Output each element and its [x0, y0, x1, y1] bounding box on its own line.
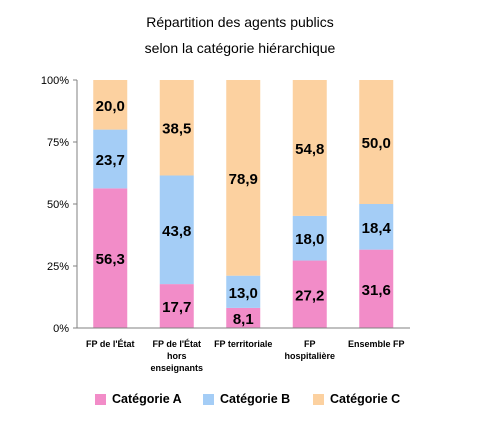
legend-label-c: Catégorie C	[330, 392, 401, 406]
data-label-3-2: 54,8	[295, 141, 324, 158]
legend-swatch-c	[313, 393, 324, 405]
bar-segment-4-0	[359, 249, 394, 328]
x-tick-label-1-1: hors	[167, 351, 187, 361]
data-label-1-2: 38,5	[162, 121, 191, 138]
y-tick-label-2: 50%	[47, 199, 69, 211]
bar-segment-4-1	[359, 204, 394, 250]
data-label-2-0: 8,1	[233, 311, 254, 328]
chart-legend: Catégorie A Catégorie B Catégorie C	[0, 392, 480, 412]
bar-segment-3-2	[292, 80, 327, 216]
bar-segment-4-2	[359, 80, 394, 204]
data-label-4-0: 31,6	[362, 282, 391, 299]
legend-label-a: Catégorie A	[112, 392, 182, 406]
data-label-4-2: 50,0	[362, 135, 391, 152]
bar-segment-0-0	[93, 188, 128, 328]
data-label-1-0: 17,7	[162, 299, 191, 316]
y-tick-label-0: 0%	[53, 323, 69, 335]
bar-segment-1-2	[159, 80, 194, 176]
bar-segment-1-0	[159, 284, 194, 328]
bar-segment-2-0	[226, 307, 261, 328]
bar-segment-3-1	[292, 215, 327, 261]
data-label-0-2: 20,0	[96, 98, 125, 115]
x-tick-label-2-0: FP territoriale	[214, 339, 272, 349]
bar-segment-2-1	[226, 275, 261, 308]
legend-label-b: Catégorie B	[220, 392, 291, 406]
x-tick-label-4-0: Ensemble FP	[348, 339, 405, 349]
y-tick-label-3: 75%	[47, 137, 69, 149]
bar-segment-1-1	[159, 175, 194, 285]
data-label-0-1: 23,7	[96, 152, 125, 169]
data-label-2-1: 13,0	[229, 285, 258, 302]
data-label-4-1: 18,4	[362, 220, 392, 237]
bar-segment-3-0	[292, 260, 327, 328]
x-tick-label-3-0: FP	[304, 339, 316, 349]
x-tick-label-1-2: enseignants	[150, 363, 203, 373]
legend-item-categorie-c: Catégorie C	[313, 392, 400, 406]
bar-segment-0-2	[93, 80, 128, 130]
x-tick-label-0-0: FP de l'État	[86, 339, 135, 349]
x-tick-label-1-0: FP de l'État	[153, 339, 202, 349]
chart-title-line-1: Répartition des agents publics	[146, 14, 334, 30]
data-label-3-0: 27,2	[295, 287, 324, 304]
bar-segment-0-1	[93, 129, 128, 189]
x-tick-label-3-1: hospitalière	[284, 351, 335, 361]
data-label-2-2: 78,9	[229, 171, 258, 188]
data-label-0-0: 56,3	[96, 251, 125, 268]
legend-swatch-b	[203, 393, 214, 405]
legend-swatch-a	[95, 393, 106, 405]
y-tick-label-1: 25%	[47, 261, 69, 273]
bar-segment-2-2	[226, 80, 261, 276]
legend-item-categorie-b: Catégorie B	[203, 392, 290, 406]
data-label-1-1: 43,8	[162, 223, 191, 240]
y-tick-label-4: 100%	[41, 75, 69, 87]
legend-item-categorie-a: Catégorie A	[95, 392, 182, 406]
chart-title-line-2: selon la catégorie hiérarchique	[144, 40, 336, 56]
data-label-3-1: 18,0	[295, 231, 324, 248]
